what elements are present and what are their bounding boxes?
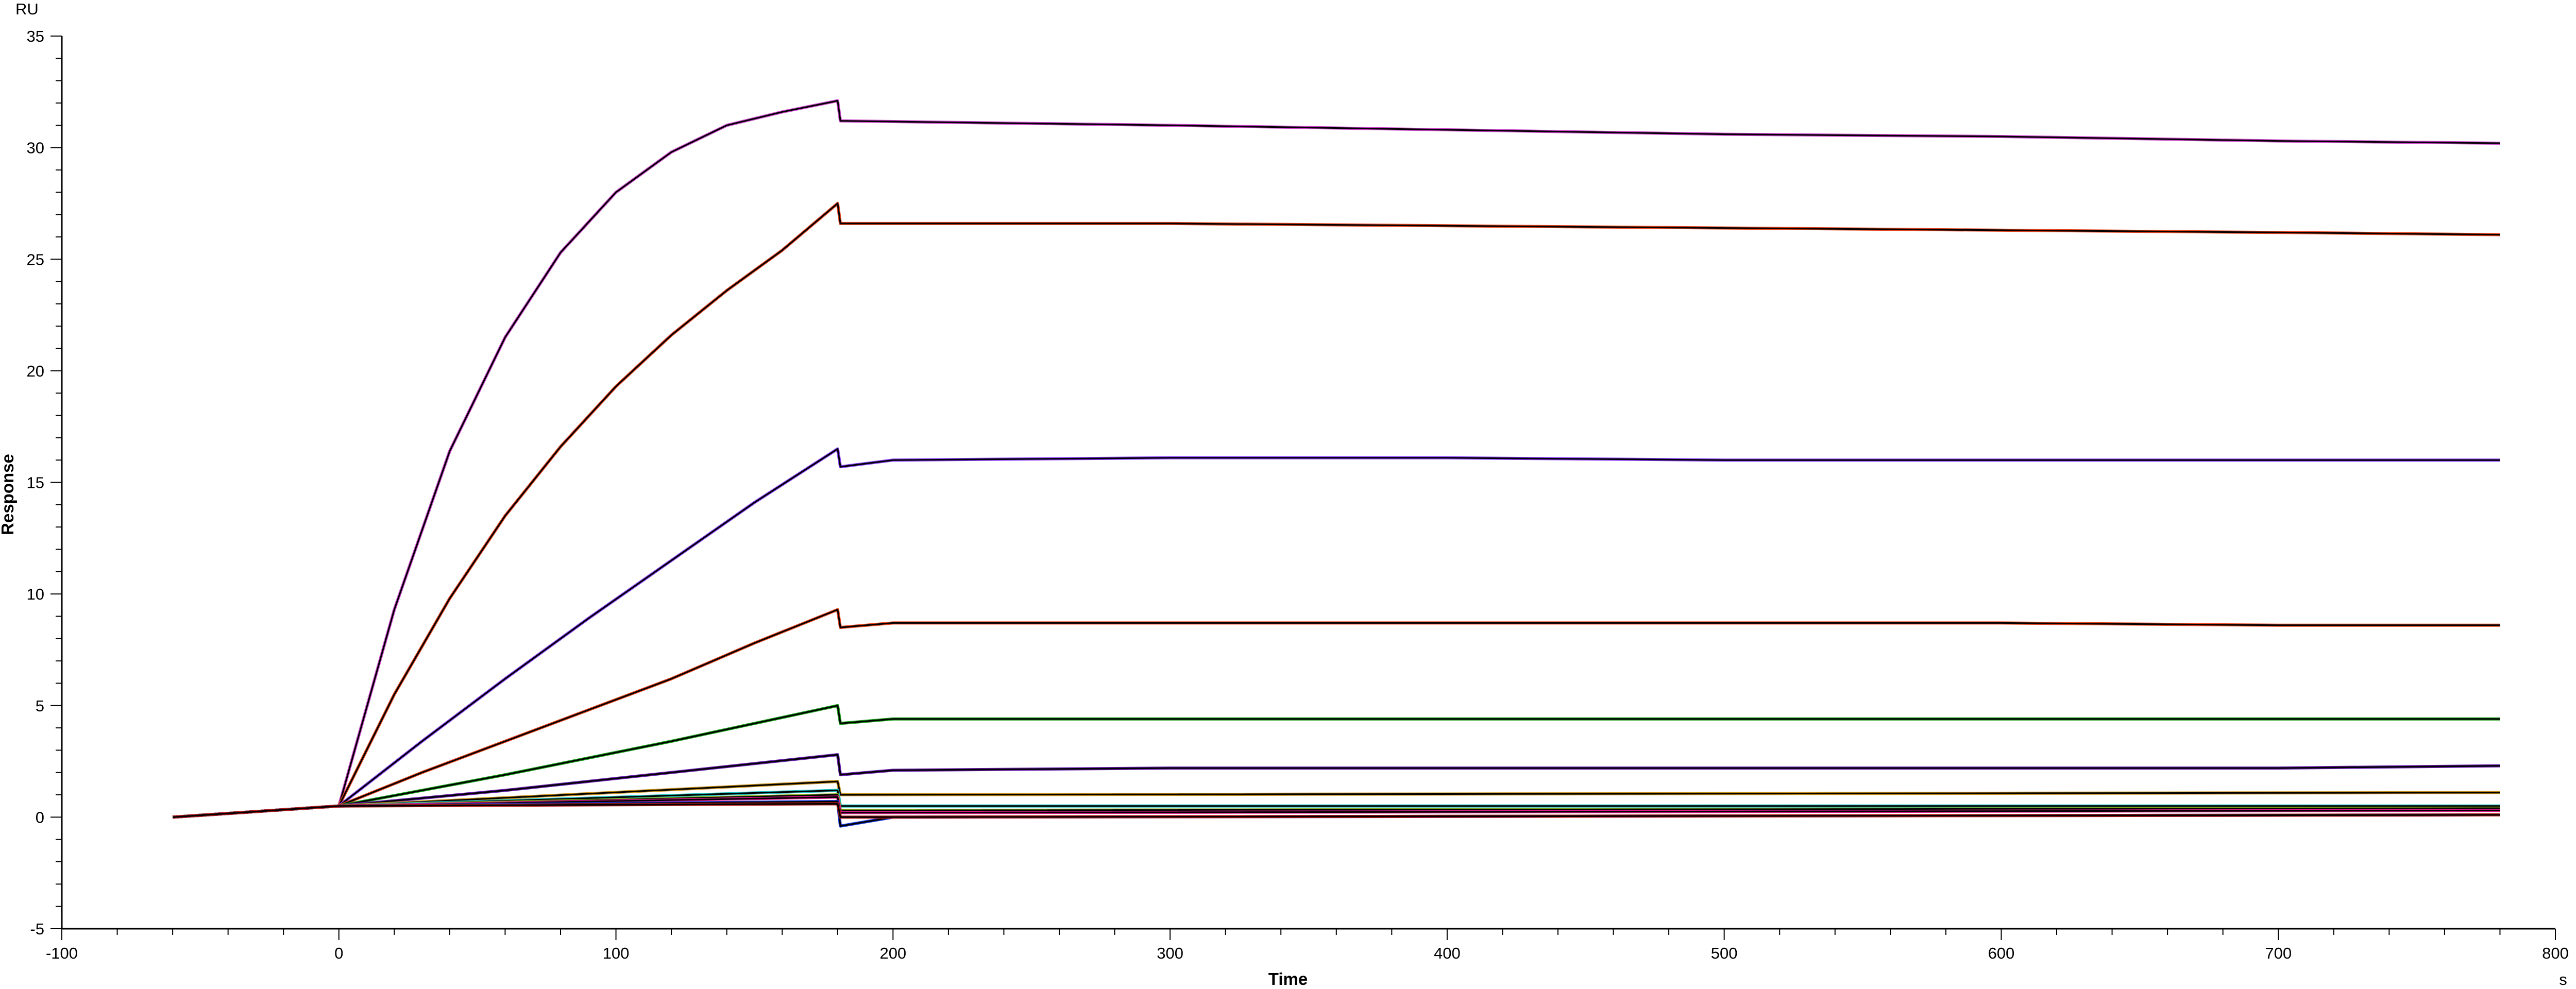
x-tick-label: 800 [2542,944,2569,962]
y-tick-label: 30 [27,139,44,157]
y-tick-label: 10 [27,585,44,603]
axes: -5 0 5 10 15 20 25 30 35 -100 0 100 200 300 400 500 600 7… [27,27,2569,962]
y-tick-label: 15 [27,474,44,492]
x-tick-label: 500 [1711,944,1738,962]
fit-curve [172,705,2500,818]
x-tick-label: 700 [2265,944,2292,962]
y-tick-label: 35 [27,27,44,45]
fit-curve [172,100,2500,818]
x-tick-label: -100 [46,944,78,962]
fit-curve [172,803,2500,818]
fit-curve [172,609,2500,818]
x-tick-label: 600 [1988,944,2015,962]
fit-curve [172,448,2500,818]
response-curve [172,201,2500,819]
x-unit-label: s [2559,970,2567,988]
y-tick-label: 0 [36,808,44,826]
response-curve [172,447,2500,819]
y-tick-label: -5 [30,920,44,938]
x-tick-label: 400 [1434,944,1461,962]
series-group [172,99,2500,828]
y-tick-label: 25 [27,250,44,268]
x-axis-title: Time [1268,969,1308,988]
x-tick-label: 100 [603,944,630,962]
y-tick-label: 20 [27,362,44,380]
fit-curve [172,754,2500,818]
fit-curve [172,202,2500,818]
x-tick-label: 0 [334,944,343,962]
response-curve [172,608,2500,819]
x-tick-label: 200 [879,944,906,962]
x-tick-label: 300 [1157,944,1183,962]
y-unit-label: RU [15,0,39,18]
y-tick-label: 5 [36,697,44,715]
y-axis-title: Response [0,454,17,535]
